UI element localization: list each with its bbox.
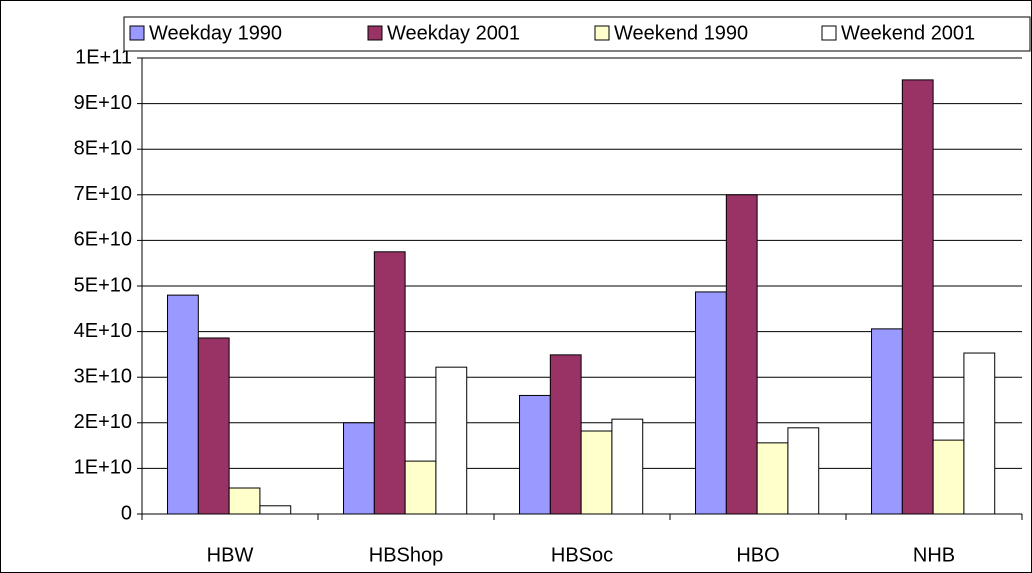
y-tick-label: 2E+10 xyxy=(74,411,132,433)
x-tick-label: HBO xyxy=(736,544,779,566)
x-tick-label: HBSoc xyxy=(551,544,613,566)
bar xyxy=(725,194,758,515)
bar xyxy=(343,422,375,515)
x-tick-label: NHB xyxy=(913,544,955,566)
y-tick-label: 3E+10 xyxy=(74,365,132,387)
legend-swatch xyxy=(821,25,837,41)
bar xyxy=(756,442,789,515)
y-tick-label: 9E+10 xyxy=(74,92,132,114)
bar xyxy=(580,430,613,515)
bar xyxy=(373,251,406,515)
legend-label: Weekend 2001 xyxy=(841,22,975,44)
bar xyxy=(167,294,199,515)
bar xyxy=(197,337,230,515)
bar xyxy=(932,439,965,515)
bar xyxy=(787,427,820,515)
bar xyxy=(695,291,727,515)
y-tick-label: 1E+10 xyxy=(74,457,132,479)
legend-box xyxy=(123,16,1031,52)
x-tick-label: HBW xyxy=(207,544,254,566)
legend-label: Weekend 1990 xyxy=(614,22,748,44)
y-tick-label: 0 xyxy=(121,502,132,524)
bar xyxy=(228,487,261,515)
bar xyxy=(435,366,468,515)
bar xyxy=(519,394,551,515)
y-tick-label: 4E+10 xyxy=(74,320,132,342)
bar xyxy=(871,328,903,515)
legend-swatch xyxy=(129,25,145,41)
y-tick-label: 5E+10 xyxy=(74,274,132,296)
bar xyxy=(259,505,292,515)
y-tick-label: 1E+11 xyxy=(75,46,132,68)
x-tick-label: HBShop xyxy=(369,544,444,566)
bar xyxy=(901,79,934,515)
legend-label: Weekday 2001 xyxy=(387,22,520,44)
legend-swatch xyxy=(367,25,383,41)
legend-label: Weekday 1990 xyxy=(149,22,282,44)
bar xyxy=(611,418,644,515)
y-tick-label: 8E+10 xyxy=(74,137,132,159)
y-tick-label: 7E+10 xyxy=(74,183,132,205)
bar xyxy=(404,460,437,515)
legend-swatch xyxy=(594,25,610,41)
bar xyxy=(549,354,582,515)
bar xyxy=(963,352,996,515)
y-tick-label: 6E+10 xyxy=(74,229,132,251)
